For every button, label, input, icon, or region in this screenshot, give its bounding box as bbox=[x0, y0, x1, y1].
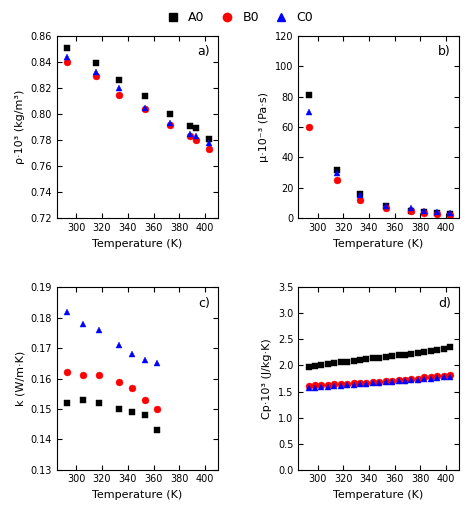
Text: c): c) bbox=[198, 297, 210, 310]
Text: b): b) bbox=[438, 45, 451, 58]
Y-axis label: Cp·10³ (J/kg·K): Cp·10³ (J/kg·K) bbox=[262, 338, 272, 419]
Text: a): a) bbox=[197, 45, 210, 58]
Y-axis label: ρ·10³ (kg/m³): ρ·10³ (kg/m³) bbox=[15, 90, 25, 164]
Text: d): d) bbox=[438, 297, 451, 310]
X-axis label: Temperature (K): Temperature (K) bbox=[334, 238, 424, 249]
Y-axis label: μ·10⁻³ (Pa·s): μ·10⁻³ (Pa·s) bbox=[259, 92, 269, 162]
Y-axis label: k (W/m·K): k (W/m·K) bbox=[15, 351, 25, 406]
X-axis label: Temperature (K): Temperature (K) bbox=[92, 490, 182, 500]
X-axis label: Temperature (K): Temperature (K) bbox=[334, 490, 424, 500]
X-axis label: Temperature (K): Temperature (K) bbox=[92, 238, 182, 249]
Legend: A0, B0, C0: A0, B0, C0 bbox=[156, 6, 318, 29]
